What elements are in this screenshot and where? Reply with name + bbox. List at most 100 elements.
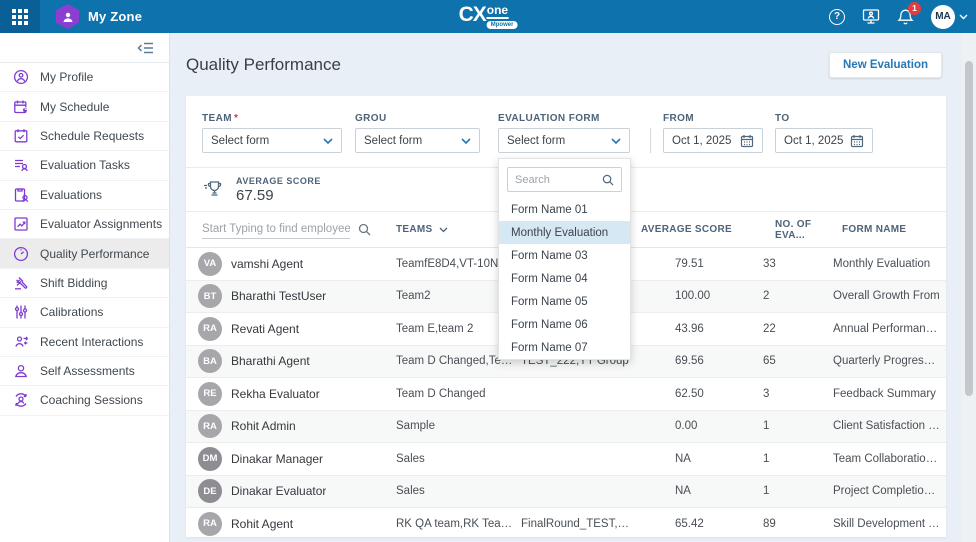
dropdown-option[interactable]: Form Name 03 <box>511 249 588 262</box>
form-name-cell: Overall Growth From <box>833 290 940 303</box>
new-evaluation-button[interactable]: New Evaluation <box>829 52 942 78</box>
chevron-down-icon <box>323 137 333 144</box>
sidebar-item-my-profile[interactable]: My Profile <box>0 63 169 93</box>
avatar: BT <box>198 284 222 309</box>
group-select[interactable]: Select form <box>355 128 480 153</box>
avatar: RA <box>198 414 222 439</box>
logo-mpower-badge: Mpower <box>486 21 518 29</box>
calendar-icon <box>740 134 754 147</box>
dropdown-option[interactable]: Form Name 07 <box>511 341 588 354</box>
sidebar-item-my-schedule[interactable]: My Schedule <box>0 92 169 122</box>
form-name-cell: Quarterly Progress Report <box>833 355 946 368</box>
table-row[interactable]: RA Rohit Agent RK QA team,RK Team,Rohi...… <box>186 508 946 537</box>
evaluation-form-select[interactable]: Select form <box>498 128 630 153</box>
sidebar-item-schedule-requests[interactable]: Schedule Requests <box>0 122 169 152</box>
vertical-scrollbar[interactable] <box>962 33 976 542</box>
notifications-button[interactable]: 1 <box>897 1 921 26</box>
trophy-icon <box>204 180 222 196</box>
form-name-cell: Project Completion Analy... <box>833 485 946 498</box>
dropdown-option[interactable]: Form Name 04 <box>511 272 588 285</box>
calendar-check-icon <box>14 129 28 143</box>
screen-share-icon[interactable] <box>862 8 880 25</box>
logo-cx-text: CX <box>458 3 487 26</box>
column-header-form-name[interactable]: FORM NAME <box>842 224 907 235</box>
form-name-cell: Feedback Summary <box>833 387 936 400</box>
evaluations-count-cell: 33 <box>763 257 776 270</box>
average-score-value: 67.59 <box>236 186 274 204</box>
search-icon <box>358 223 371 236</box>
sidebar-item-evaluations[interactable]: Evaluations <box>0 181 169 210</box>
sidebar-item-recent-interactions[interactable]: Recent Interactions <box>0 328 169 357</box>
evaluations-count-cell: 3 <box>763 387 770 400</box>
sidebar-item-quality-performance[interactable]: Quality Performance <box>0 239 169 269</box>
average-score-cell: 62.50 <box>675 387 704 400</box>
evaluations-count-cell: 89 <box>763 517 776 530</box>
avatar: RA <box>198 511 222 536</box>
sidebar-item-calibrations[interactable]: Calibrations <box>0 298 169 328</box>
employee-name: Dinakar Manager <box>231 451 324 466</box>
to-date-label: TO <box>775 113 790 124</box>
user-menu[interactable]: MA <box>931 4 968 29</box>
from-date-input[interactable]: Oct 1, 2025 <box>663 128 763 153</box>
calendar-user-icon <box>14 100 28 113</box>
logo-one-text: one <box>486 3 509 19</box>
required-asterisk: * <box>233 113 239 124</box>
chevron-down-icon <box>959 14 968 19</box>
average-score-cell: 79.51 <box>675 257 704 270</box>
dropdown-option[interactable]: Form Name 01 <box>511 203 588 216</box>
help-icon[interactable]: ? <box>829 8 845 25</box>
teams-cell: Sales <box>396 485 425 498</box>
table-body: VA vamshi Agent TeamfE8D4,VT-10Nov23 79.5… <box>186 248 946 537</box>
my-zone-icon <box>56 4 79 29</box>
employee-name: Rekha Evaluator <box>231 386 320 401</box>
employee-name: Rohit Agent <box>231 516 294 531</box>
teams-cell: Team D Changed <box>396 387 486 400</box>
sidebar-nav: My Profile My Schedule Schedule Requests… <box>0 63 169 416</box>
sidebar-item-coaching-sessions[interactable]: Coaching Sessions <box>0 386 169 416</box>
sidebar: My Profile My Schedule Schedule Requests… <box>0 33 170 542</box>
sidebar-item-shift-bidding[interactable]: Shift Bidding <box>0 269 169 299</box>
app-launcher-button[interactable] <box>0 0 40 33</box>
team-filter-label: TEAM * <box>202 113 239 124</box>
group-filter-label: GROU <box>355 113 387 124</box>
column-header-teams[interactable]: TEAMS <box>396 224 521 235</box>
sidebar-item-self-assessments[interactable]: Self Assessments <box>0 357 169 387</box>
teams-cell: Sales <box>396 452 425 465</box>
table-row[interactable]: RE Rekha Evaluator Team D Changed 62.50 3… <box>186 378 946 411</box>
sidebar-collapse-icon[interactable] <box>137 41 155 55</box>
page-title: Quality Performance <box>186 55 341 74</box>
evaluations-count-cell: 2 <box>763 290 770 303</box>
dropdown-search-input[interactable] <box>515 173 600 186</box>
filter-divider <box>650 128 651 153</box>
form-name-cell: Monthly Evaluation <box>833 257 931 270</box>
column-header-evaluations[interactable]: NO. OF EVA... <box>775 218 812 241</box>
task-list-user-icon <box>15 160 28 172</box>
sidebar-item-evaluation-tasks[interactable]: Evaluation Tasks <box>0 151 169 181</box>
avatar: VA <box>198 251 222 276</box>
table-row[interactable]: DM Dinakar Manager Sales NA 1 Team Collab… <box>186 443 946 476</box>
employee-name: Dinakar Evaluator <box>231 484 327 499</box>
column-header-average-score[interactable]: AVERAGE SCORE <box>641 224 732 235</box>
employee-name: Bharathi TestUser <box>231 289 327 304</box>
avatar: DE <box>198 479 222 504</box>
employee-name: Rohit Admin <box>231 419 296 434</box>
dropdown-option-selected[interactable]: Monthly Evaluation <box>499 221 630 244</box>
team-select[interactable]: Select form <box>202 128 342 153</box>
evaluations-count-cell: 1 <box>763 485 770 498</box>
scrollbar-thumb[interactable] <box>965 61 973 396</box>
dropdown-option[interactable]: Form Name 06 <box>511 318 588 331</box>
product-switcher[interactable]: My Zone <box>56 4 142 29</box>
to-date-input[interactable]: Oct 1, 2025 <box>775 128 873 153</box>
average-score-cell: 100.00 <box>675 290 711 303</box>
table-row[interactable]: DE Dinakar Evaluator Sales NA 1 Project C… <box>186 475 946 508</box>
sidebar-item-evaluator-assignments[interactable]: Evaluator Assignments <box>0 210 169 240</box>
chevron-down-icon <box>611 137 621 144</box>
product-name: My Zone <box>88 9 143 24</box>
calendar-icon <box>850 134 864 147</box>
dropdown-option[interactable]: Form Name 05 <box>511 295 588 308</box>
table-row[interactable]: RA Rohit Admin Sample 0.00 1 Client Satis… <box>186 410 946 443</box>
gauge-icon <box>13 246 29 261</box>
average-score-cell: 43.96 <box>675 322 704 335</box>
employee-search-input[interactable] <box>202 220 350 239</box>
